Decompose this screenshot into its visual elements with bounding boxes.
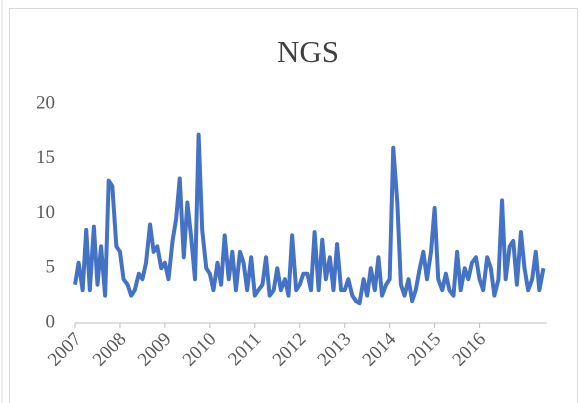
x-tick-label: 2014 [359, 328, 401, 370]
x-tick-label: 2013 [314, 329, 356, 371]
y-tick-label: 0 [46, 311, 56, 332]
x-tick-label: 2015 [404, 329, 446, 371]
chart-frame [9, 8, 578, 403]
y-tick-label: 20 [36, 92, 55, 113]
x-tick-label: 2008 [89, 329, 131, 371]
x-tick-label: 2009 [134, 329, 176, 371]
x-tick-label: 2016 [448, 329, 490, 371]
y-tick-label: 15 [36, 147, 55, 168]
chart-title: NGS [277, 34, 339, 69]
y-tick-label: 10 [36, 202, 55, 223]
x-tick-label: 2011 [224, 329, 265, 370]
x-tick-label: 2007 [44, 329, 86, 371]
line-series [73, 132, 546, 306]
y-tick-label: 5 [46, 257, 56, 278]
x-tick-label: 2012 [269, 329, 311, 371]
x-tick-label: 2010 [179, 329, 221, 371]
